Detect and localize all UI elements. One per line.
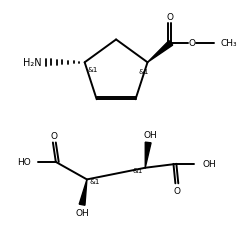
Text: O: O	[166, 13, 173, 22]
Text: H₂N: H₂N	[23, 58, 42, 68]
Text: O: O	[174, 186, 181, 195]
Text: OH: OH	[75, 208, 89, 217]
Text: HO: HO	[17, 158, 31, 167]
Polygon shape	[147, 42, 173, 63]
Text: &1: &1	[132, 167, 143, 173]
Text: &1: &1	[87, 67, 98, 73]
Text: &1: &1	[89, 179, 100, 185]
Text: &1: &1	[138, 69, 149, 75]
Text: O: O	[50, 132, 57, 140]
Text: O: O	[189, 39, 196, 48]
Text: OH: OH	[143, 131, 157, 140]
Polygon shape	[145, 142, 151, 168]
Text: OH: OH	[203, 160, 216, 169]
Polygon shape	[79, 180, 87, 206]
Text: CH₃: CH₃	[221, 39, 237, 48]
